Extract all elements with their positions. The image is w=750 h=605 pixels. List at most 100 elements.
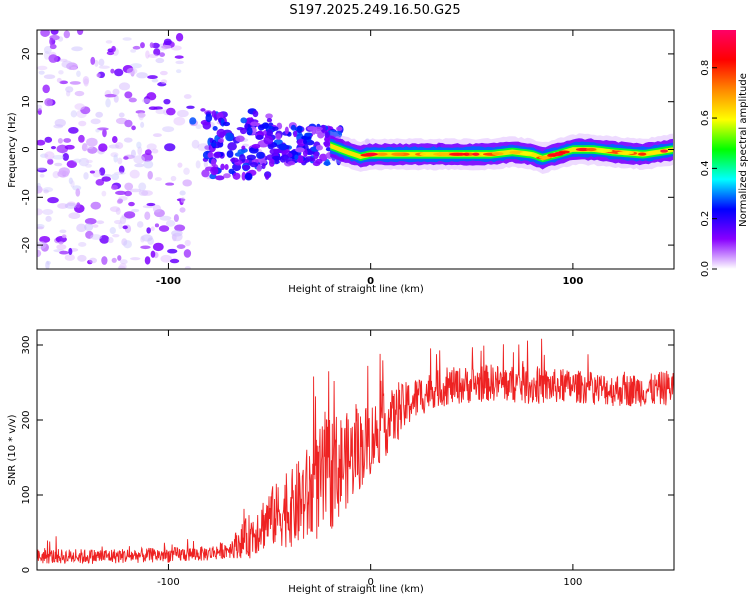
spectrogram-cell bbox=[244, 172, 253, 181]
spectrogram-cell bbox=[148, 106, 158, 111]
spectrogram-hotspot bbox=[449, 152, 467, 156]
spectrogram-cell bbox=[241, 171, 246, 181]
spectrogram-cell bbox=[152, 133, 162, 137]
y-tick-label: 100 bbox=[21, 485, 32, 504]
x-tick-label: 0 bbox=[367, 577, 373, 588]
spectrogram-cell bbox=[189, 117, 197, 125]
spectrogram-cell bbox=[78, 134, 85, 143]
spectrogram-cell bbox=[122, 225, 128, 230]
spectrogram-cell bbox=[222, 121, 231, 127]
spectrogram-cell bbox=[98, 143, 108, 152]
spectrogram-cell bbox=[130, 49, 137, 53]
spectrogram-cell bbox=[263, 135, 274, 145]
spectrogram-cell bbox=[64, 254, 75, 261]
spectrogram-cell bbox=[61, 60, 73, 69]
spectrogram-cell bbox=[123, 137, 133, 143]
spectrogram-cell bbox=[252, 110, 259, 118]
spectrogram-cell bbox=[154, 223, 160, 228]
spectrogram-cell bbox=[111, 173, 120, 181]
spectrogram-cell bbox=[319, 153, 328, 162]
spectrogram-cell bbox=[137, 112, 146, 118]
spectrogram-cell bbox=[74, 90, 85, 97]
spectrogram-hotspot bbox=[437, 152, 453, 156]
colorbar-tick-label: 0.0 bbox=[700, 261, 711, 277]
spectrogram-cell bbox=[101, 256, 108, 265]
figure-title: S197.2025.249.16.50.G25 bbox=[289, 3, 460, 18]
spectrogram-cell bbox=[159, 70, 168, 76]
spectrogram-cell bbox=[176, 244, 186, 249]
spectrogram-cell bbox=[124, 190, 132, 197]
spectrogram-cell bbox=[266, 129, 274, 137]
spectrogram-cell bbox=[119, 259, 128, 265]
spectrogram-cell bbox=[224, 164, 229, 170]
spectrogram-cell bbox=[211, 110, 217, 118]
spectrogram-cell bbox=[183, 94, 192, 99]
spectrogram-cell bbox=[37, 65, 48, 71]
spectrogram-cell bbox=[155, 108, 166, 115]
colorbar-axis: 0.0 0.2 0.4 0.6 0.8 bbox=[700, 60, 717, 277]
spectrogram-cell bbox=[44, 98, 53, 107]
y-tick-label: 200 bbox=[21, 410, 32, 429]
spectrogram-cell bbox=[251, 143, 261, 149]
spectrogram-hotspot bbox=[491, 152, 504, 156]
spectrogram-cell bbox=[304, 156, 314, 162]
spectrogram-hotspot bbox=[391, 152, 405, 156]
spectrogram-cell bbox=[365, 138, 370, 145]
spectrogram-cell bbox=[70, 66, 78, 71]
spectrogram-cell bbox=[239, 127, 247, 135]
spectrogram-cell bbox=[154, 177, 162, 182]
spectrogram-cell bbox=[114, 219, 122, 225]
spectrogram-cell bbox=[296, 125, 303, 134]
spectrogram-cell bbox=[144, 211, 151, 220]
colorbar-tick-label: 0.8 bbox=[700, 60, 711, 76]
spectrogram-cell bbox=[265, 113, 273, 119]
spectrogram-cell bbox=[210, 142, 217, 147]
spectrogram-cell bbox=[126, 67, 138, 75]
x-tick-label: 0 bbox=[367, 276, 374, 287]
spectrogram-cell bbox=[86, 137, 98, 147]
x-tick-label: -100 bbox=[157, 577, 180, 588]
spectrogram-cell bbox=[98, 58, 105, 67]
spectrogram-cell bbox=[122, 37, 132, 41]
spectrogram-cell bbox=[216, 128, 226, 138]
spectrogram-hotspot bbox=[539, 155, 551, 160]
spectrogram-cell bbox=[128, 97, 137, 103]
spectrogram-cell bbox=[76, 223, 87, 233]
colorbar-tick-label: 0.4 bbox=[700, 160, 711, 176]
spectrogram-cell bbox=[114, 68, 124, 77]
spectrogram-cell bbox=[273, 148, 284, 154]
spectrogram-cell bbox=[111, 184, 118, 190]
spectrogram-cell bbox=[146, 227, 151, 234]
spectrogram-cell bbox=[124, 182, 134, 191]
spectrogram-cell bbox=[90, 201, 102, 210]
spectrogram-cell bbox=[64, 202, 77, 209]
spectrogram-cell bbox=[56, 77, 62, 83]
spectrogram-cell bbox=[38, 70, 45, 75]
spectrogram-cell bbox=[70, 110, 78, 118]
spectrogram-hotspot bbox=[364, 152, 378, 156]
spectrogram-cell bbox=[59, 250, 69, 255]
y-tick-label: 10 bbox=[21, 95, 32, 108]
spectrogram-hotspot bbox=[375, 152, 388, 156]
snr-panel: -100 0 100 0 100 200 300 Height of straight li… bbox=[7, 329, 675, 595]
spectrogram-cell bbox=[180, 197, 186, 203]
spectrogram-cell bbox=[186, 105, 195, 109]
spectrogram-cell bbox=[47, 197, 59, 204]
spectrogram-cell bbox=[170, 175, 177, 182]
spectrogram-hotspot bbox=[597, 149, 613, 153]
spectrogram-cell bbox=[76, 70, 81, 77]
spectrogram-cell bbox=[249, 161, 259, 168]
spectrogram-cell bbox=[242, 164, 251, 171]
spectrogram-cell bbox=[69, 81, 81, 85]
spectrogram-cell bbox=[68, 212, 81, 219]
spectrogram-hotspot bbox=[617, 151, 635, 155]
spectrogram-cell bbox=[117, 198, 124, 204]
spectrogram-cell bbox=[256, 151, 265, 159]
spectrogram-hotspot bbox=[558, 150, 570, 154]
spectrogram-cell bbox=[232, 172, 241, 180]
spectrogram-cell bbox=[147, 54, 159, 59]
spectrogram-heatmap bbox=[37, 30, 674, 269]
spectrogram-cell bbox=[83, 172, 89, 180]
spectrogram-cell bbox=[73, 158, 82, 163]
spectrogram-cell bbox=[130, 63, 142, 69]
